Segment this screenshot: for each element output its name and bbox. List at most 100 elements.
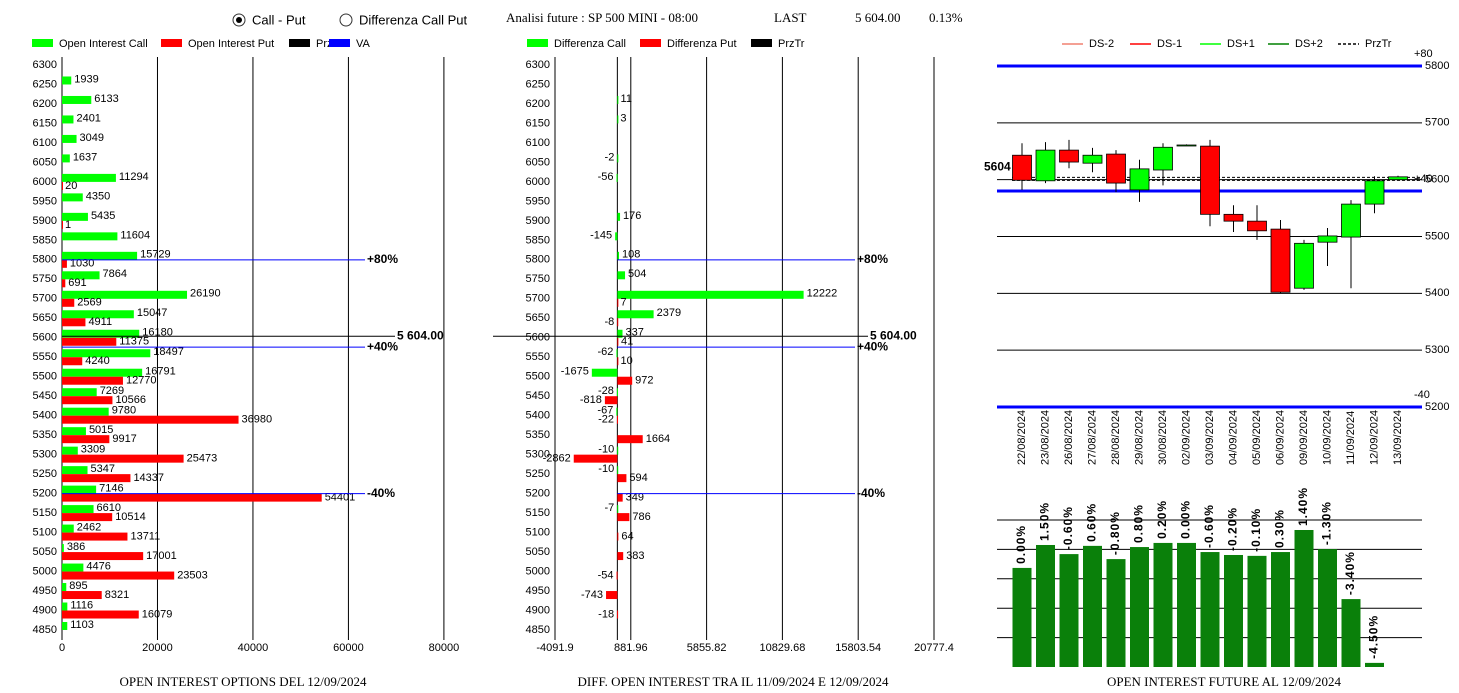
y-tick-label: 5300 — [526, 449, 550, 461]
y-tick-label: 6300 — [526, 59, 550, 71]
bar — [617, 310, 654, 319]
y-tick-label: 5300 — [1425, 344, 1449, 356]
value-label: 1030 — [70, 258, 94, 270]
y-tick-label: 5100 — [526, 526, 550, 538]
value-label: 41 — [621, 336, 633, 348]
value-label: -8 — [604, 316, 614, 328]
y-tick-label: 5050 — [33, 546, 57, 558]
bar — [617, 329, 623, 338]
annotation-label: +80% — [857, 252, 888, 266]
value-label: 11375 — [119, 336, 149, 348]
bar — [62, 298, 75, 307]
value-label: 7 — [620, 297, 626, 309]
y-tick-label: 6000 — [526, 176, 550, 188]
change-label: -1.30% — [1320, 501, 1334, 545]
bar — [62, 446, 78, 455]
bar — [62, 259, 67, 268]
bar — [62, 154, 70, 163]
change-label: 0.00% — [1014, 525, 1028, 564]
value-label: 16791 — [145, 366, 176, 378]
value-label: 594 — [629, 472, 647, 484]
value-label: 12770 — [126, 375, 157, 387]
x-tick-label: 60000 — [333, 642, 364, 654]
legend-label: PrzTr — [778, 38, 805, 50]
bar — [617, 115, 619, 124]
value-label: 6133 — [94, 93, 118, 105]
radio-button[interactable] — [339, 13, 353, 27]
bar — [617, 532, 619, 541]
bar — [62, 571, 175, 580]
y-tick-label: 5500 — [1425, 230, 1449, 242]
legend-label: Differenza Put — [667, 38, 737, 50]
bar — [1177, 542, 1196, 667]
bar — [617, 446, 619, 455]
y-tick-label: 6150 — [526, 117, 550, 129]
bar — [591, 368, 618, 377]
bar — [62, 115, 74, 124]
y-tick-label: 5400 — [1425, 287, 1449, 299]
y-tick-label: 5950 — [526, 195, 550, 207]
value-label: 17001 — [146, 550, 177, 562]
bar — [616, 407, 618, 416]
bar — [62, 220, 63, 229]
bar — [62, 583, 67, 592]
value-label: 383 — [626, 550, 644, 562]
y-tick-label: 5700 — [526, 293, 550, 305]
value-label: -743 — [581, 589, 603, 601]
y-tick-label: 5450 — [526, 390, 550, 402]
legend-swatch — [32, 39, 53, 47]
y-tick-label: 5700 — [1425, 117, 1449, 129]
y-tick-label: 4900 — [526, 604, 550, 616]
y-tick-label: 4850 — [526, 624, 550, 636]
value-label: 2379 — [657, 307, 681, 319]
radio-label[interactable]: Call - Put — [252, 12, 306, 27]
y-tick-label: 5150 — [526, 507, 550, 519]
value-label: 9917 — [112, 433, 136, 445]
annotation-label: 5 604.00 — [397, 328, 444, 342]
value-label: 4350 — [86, 190, 110, 202]
annotation-label: +40% — [857, 339, 888, 353]
last-label: LAST — [774, 10, 807, 25]
x-tick-label: 10829.68 — [759, 642, 805, 654]
value-label: 18497 — [153, 346, 184, 358]
value-label: -7 — [604, 502, 614, 514]
y-tick-label: 5000 — [526, 565, 550, 577]
y-tick-label: 5800 — [33, 254, 57, 266]
candle-body — [1129, 168, 1150, 191]
value-label: 3 — [620, 112, 626, 124]
candle-body — [1341, 203, 1361, 238]
bar — [1059, 554, 1079, 667]
y-tick-label: 5600 — [33, 332, 57, 344]
radio-label[interactable]: Differenza Call Put — [359, 12, 468, 27]
y-tick-label: 4950 — [526, 585, 550, 597]
bar — [62, 563, 84, 572]
y-tick-label: 5400 — [33, 410, 57, 422]
value-label: -2862 — [543, 453, 571, 465]
y-tick-label: 5250 — [33, 468, 57, 480]
value-label: 15729 — [140, 249, 171, 261]
value-label: -1675 — [561, 366, 589, 378]
value-label: 108 — [622, 249, 640, 261]
value-label: 11 — [621, 93, 632, 105]
y-tick-label: 6100 — [33, 137, 57, 149]
value-label: 504 — [628, 268, 646, 280]
x-tick-label: 80000 — [429, 642, 460, 654]
x-tick-label: 0 — [59, 642, 65, 654]
radio-dot — [236, 17, 242, 23]
bar — [617, 212, 621, 221]
value-label: 10514 — [115, 511, 146, 523]
bar — [62, 524, 74, 533]
y-tick-label: 6250 — [33, 78, 57, 90]
bar — [62, 396, 113, 405]
bar — [62, 622, 68, 630]
value-label: 5015 — [89, 424, 113, 436]
value-label: 8321 — [105, 589, 129, 601]
value-label: 337 — [625, 327, 643, 339]
value-label: -2 — [605, 151, 615, 163]
value-label: 176 — [623, 210, 641, 222]
bar — [616, 388, 618, 397]
y-tick-label: 6300 — [33, 59, 57, 71]
value-label: -818 — [580, 394, 602, 406]
y-tick-label: 6000 — [33, 176, 57, 188]
